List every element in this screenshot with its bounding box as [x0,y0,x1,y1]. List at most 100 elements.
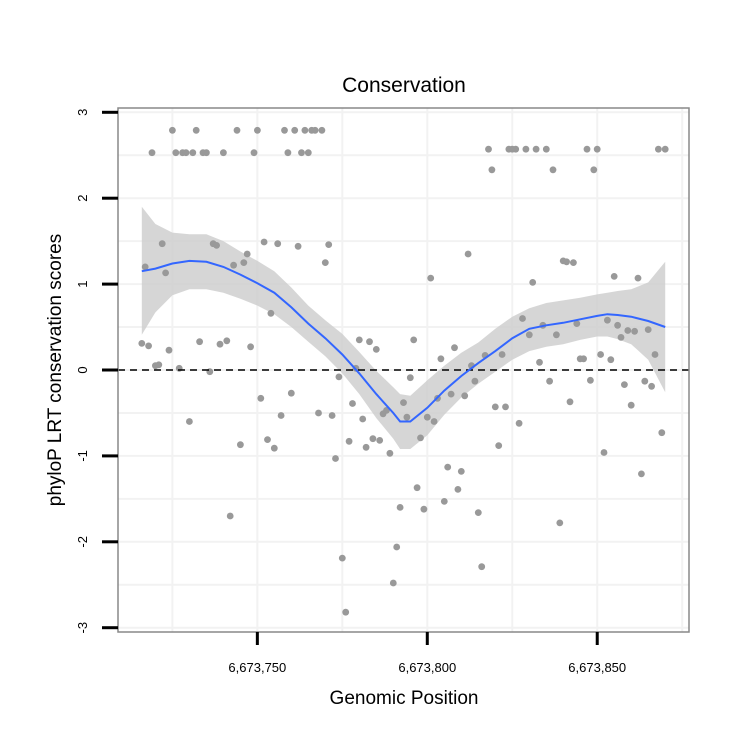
data-point [250,149,258,157]
data-point [247,343,255,351]
data-point [447,390,455,398]
data-point [661,145,669,153]
data-point [355,336,363,344]
data-point [257,394,265,402]
data-point [223,337,231,345]
data-point [454,486,462,493]
data-point [158,240,166,248]
data-point [536,358,543,366]
data-point [590,166,598,174]
data-point [556,519,564,527]
data-point [587,376,594,384]
data-point [648,382,655,390]
data-point [264,436,271,443]
data-point [519,315,526,322]
data-point [203,149,210,157]
data-point [420,505,428,513]
data-point [270,444,278,452]
data-point [189,149,197,157]
x-tick-label: 6,673,750 [228,660,286,675]
data-point [638,470,645,478]
data-point [423,413,431,421]
data-point [542,145,550,153]
data-point [515,419,523,427]
data-point [430,418,438,425]
data-point [444,463,452,471]
data-point [335,373,343,381]
data-point [498,351,506,358]
data-point [386,449,394,457]
x-tick-label: 6,673,800 [398,660,456,675]
data-point [655,145,662,153]
data-point [614,321,621,329]
data-point [580,355,587,363]
data-point [196,338,204,346]
data-point [400,399,407,406]
data-point [512,145,520,153]
data-point [651,351,659,358]
data-point [451,344,458,352]
data-point [141,263,149,271]
data-point [644,326,652,333]
data-point [342,608,350,616]
data-point [311,126,319,134]
data-point [461,392,469,400]
data-point [417,434,424,442]
data-point [298,149,305,157]
data-point [604,316,611,324]
y-tick-label: -2 [75,536,90,548]
data-point [277,412,285,419]
data-point [315,409,322,417]
data-point [155,361,163,369]
data-point [240,259,248,266]
data-point [372,346,380,353]
data-point [260,238,268,246]
data-point [230,261,238,269]
data-point [522,145,530,153]
data-point [532,145,540,153]
data-point [226,512,234,520]
data-point [634,274,642,282]
data-point [216,340,224,348]
data-point [437,355,445,363]
data-point [621,381,628,388]
data-point [600,449,608,456]
data-point [488,166,496,174]
data-point [413,484,421,492]
data-point [359,415,367,423]
data-point [495,442,503,449]
data-point [610,273,618,280]
x-tick-label: 6,673,850 [568,660,626,675]
data-point [597,351,604,358]
data-point [284,149,292,157]
data-point [529,279,537,286]
data-point [607,356,615,364]
data-point [345,437,353,445]
data-point [267,309,275,317]
data-point [389,579,397,587]
data-point [148,149,156,157]
data-point [583,145,591,153]
data-point [393,543,401,551]
data-point [440,498,448,505]
data-point [162,269,170,277]
data-point [321,259,329,266]
data-point [376,437,384,444]
data-point [338,554,346,562]
data-point [471,377,479,385]
data-point [474,509,482,516]
data-point [182,149,190,157]
plot-area: 6,673,750 6,673,800 6,673,850 -3 -2 -1 0 1 2 3 [75,107,690,675]
data-point [553,331,560,339]
chart-title: Conservation [342,74,466,97]
y-tick-label: 2 [75,195,90,202]
data-point [328,412,336,419]
data-point [369,435,377,443]
data-point [593,145,601,153]
data-point [464,250,472,258]
data-point [291,126,299,134]
data-point [332,455,339,462]
data-point [525,331,533,339]
data-point [478,563,486,571]
